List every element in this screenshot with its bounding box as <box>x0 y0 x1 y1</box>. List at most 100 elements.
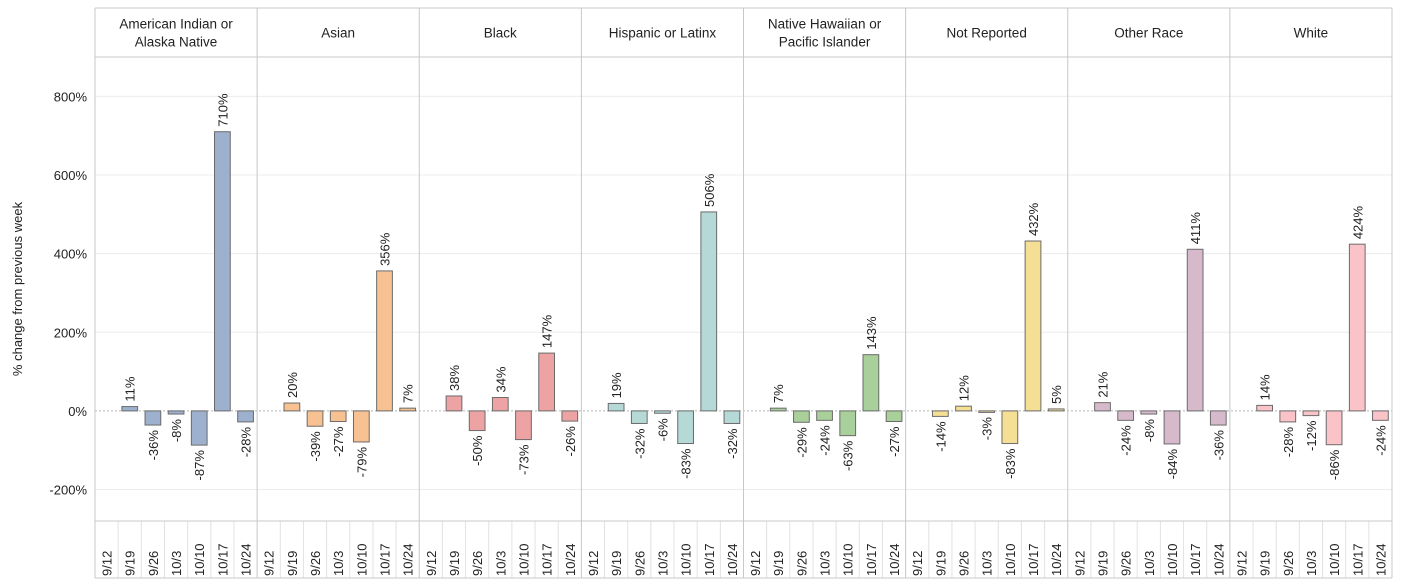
bar <box>931 410 949 417</box>
x-tick-label: 9/12 <box>424 551 439 576</box>
data-label: -86% <box>1327 449 1342 480</box>
bar <box>885 410 903 423</box>
data-label: -28% <box>1281 426 1296 457</box>
data-label: 7% <box>771 384 786 403</box>
y-tick-label: 800% <box>54 89 88 104</box>
bar <box>468 410 486 432</box>
bar <box>1209 410 1227 426</box>
x-tick-label: 9/19 <box>447 551 462 576</box>
x-tick-label: 10/10 <box>679 543 694 576</box>
x-tick-label: 9/12 <box>586 551 601 576</box>
bar <box>1094 402 1111 412</box>
x-tick-label: 9/26 <box>1119 551 1134 576</box>
x-tick-label: 9/12 <box>1234 551 1249 576</box>
x-tick-label: 9/26 <box>1281 551 1296 576</box>
data-label: -24% <box>1119 425 1134 456</box>
bar <box>1372 410 1389 421</box>
data-label: -73% <box>516 444 531 475</box>
data-label: 432% <box>1026 202 1041 236</box>
panel-title: American Indian or <box>119 17 233 32</box>
bar <box>214 131 231 412</box>
x-tick-label: 10/10 <box>516 543 531 576</box>
bar <box>306 410 324 427</box>
x-tick-label: 10/17 <box>540 543 555 576</box>
x-tick-label: 9/12 <box>262 551 277 576</box>
data-label: 5% <box>1049 385 1064 404</box>
data-label: -79% <box>354 447 369 478</box>
bar <box>376 270 393 412</box>
bar <box>167 410 185 415</box>
data-label: -6% <box>655 418 670 442</box>
x-tick-label: 10/3 <box>1304 551 1319 576</box>
x-tick-label: 10/24 <box>1373 543 1388 576</box>
x-tick-label: 10/3 <box>818 551 833 576</box>
bar <box>190 410 208 446</box>
data-label: -28% <box>239 426 254 457</box>
data-label: -36% <box>146 430 161 461</box>
data-label: 424% <box>1350 205 1365 239</box>
data-label: -39% <box>308 431 323 462</box>
x-tick-label: 10/10 <box>1327 543 1342 576</box>
bar <box>352 410 370 443</box>
x-tick-label: 9/26 <box>308 551 323 576</box>
bar <box>491 397 509 412</box>
x-tick-label: 9/12 <box>100 551 115 576</box>
x-tick-label: 10/10 <box>1165 543 1180 576</box>
panel-title: Not Reported <box>947 26 1027 41</box>
data-label: 34% <box>493 366 508 392</box>
panel-title: Asian <box>321 26 355 41</box>
panel-title: Alaska Native <box>135 35 218 50</box>
x-tick-label: 10/3 <box>493 551 508 576</box>
x-tick-label: 9/19 <box>1258 551 1273 576</box>
bar <box>1256 404 1273 412</box>
bar <box>769 407 787 412</box>
bar <box>677 410 694 445</box>
bar <box>144 410 162 426</box>
panel-title: Other Race <box>1114 26 1183 41</box>
data-label: 147% <box>540 314 555 348</box>
x-tick-label: 10/24 <box>239 543 254 576</box>
x-tick-label: 9/12 <box>1072 551 1087 576</box>
x-tick-label: 10/10 <box>841 543 856 576</box>
data-label: 21% <box>1095 371 1110 397</box>
bar <box>955 405 972 412</box>
bar <box>283 402 301 412</box>
bar <box>515 410 532 441</box>
bar <box>700 211 718 412</box>
x-tick-label: 10/17 <box>1026 543 1041 576</box>
x-tick-label: 9/26 <box>794 551 809 576</box>
bar <box>399 407 417 412</box>
data-label: -87% <box>192 450 207 481</box>
panel-title: White <box>1294 26 1329 41</box>
bar <box>1186 248 1204 412</box>
data-label: -3% <box>980 417 995 441</box>
data-label: 506% <box>702 173 717 207</box>
x-tick-label: 10/10 <box>1003 543 1018 576</box>
x-tick-label: 9/19 <box>933 551 948 576</box>
y-tick-label: -200% <box>49 483 87 498</box>
bar <box>723 410 741 424</box>
bar <box>1279 410 1297 423</box>
data-label: -8% <box>1142 419 1157 443</box>
data-label: -8% <box>169 419 184 443</box>
data-label: 19% <box>609 372 624 398</box>
x-tick-label: 9/19 <box>1095 551 1110 576</box>
data-label: -83% <box>1003 448 1018 479</box>
x-tick-label: 9/26 <box>632 551 647 576</box>
bar <box>978 410 996 413</box>
bar <box>630 410 648 424</box>
bar <box>538 352 556 412</box>
data-label: 710% <box>215 93 230 127</box>
bar <box>1140 410 1158 415</box>
data-label: 411% <box>1188 212 1203 245</box>
data-label: -24% <box>818 425 833 456</box>
y-axis-title: % change from previous week <box>10 201 25 376</box>
x-tick-label: 9/19 <box>285 551 300 576</box>
data-label: 7% <box>401 384 416 403</box>
x-tick-label: 9/26 <box>957 551 972 576</box>
y-tick-label: 400% <box>54 247 88 262</box>
y-tick-label: 0% <box>68 404 87 419</box>
data-label: -27% <box>331 426 346 457</box>
data-label: -32% <box>632 428 647 459</box>
